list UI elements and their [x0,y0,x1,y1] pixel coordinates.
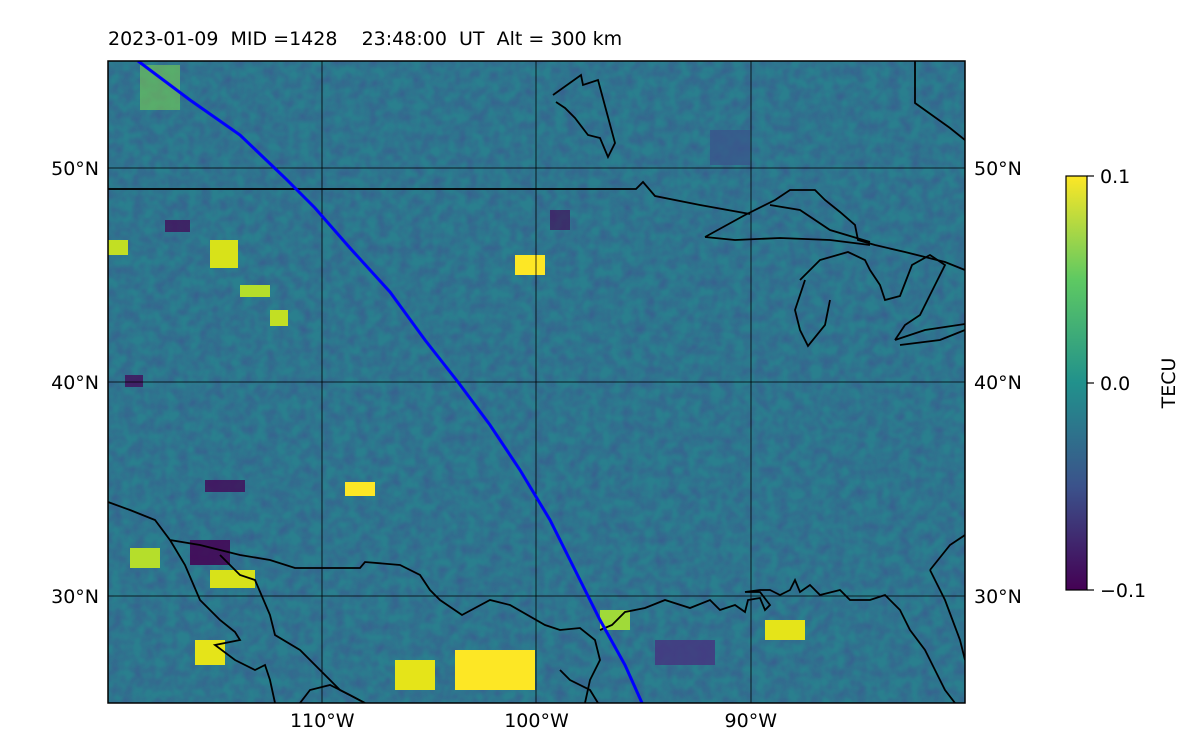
lat-tick-label-right: 30°N [974,586,1022,608]
map-gridlines [108,61,965,703]
colorbar-tick-label: 0.1 [1100,166,1130,188]
tec-anomaly-patches [108,65,805,690]
lon-tick-label: 90°W [725,710,778,732]
lon-tick-label: 100°W [504,710,569,732]
lon-tick-labels-bottom: 110°W 100°W 90°W [290,710,777,732]
map-frame [107,60,966,704]
colorbar-ticks: 0.1 0.0 −0.1 [1087,166,1146,602]
lat-tick-labels-right: 30°N 40°N 50°N [974,158,1022,608]
colorbar-label: TECU [1158,358,1180,410]
colorbar-gradient [1065,175,1088,591]
lat-tick-labels-left: 30°N 40°N 50°N [51,158,99,608]
lon-tick-label: 110°W [290,710,355,732]
lat-tick-label-right: 40°N [974,372,1022,394]
colorbar-tick-label: 0.0 [1100,373,1130,395]
coastlines-and-borders [108,61,965,703]
satellite-track [137,61,644,703]
colorbar: 0.1 0.0 −0.1 TECU [1065,166,1180,602]
lat-tick-label-right: 50°N [974,158,1022,180]
lat-tick-label-left: 30°N [51,586,99,608]
tec-field [108,61,965,703]
lat-tick-label-left: 50°N [51,158,99,180]
map-title: 2023-01-09 MID =1428 23:48:00 UT Alt = 3… [108,28,623,50]
colorbar-tick-label: −0.1 [1100,580,1146,602]
lat-tick-label-left: 40°N [51,372,99,394]
